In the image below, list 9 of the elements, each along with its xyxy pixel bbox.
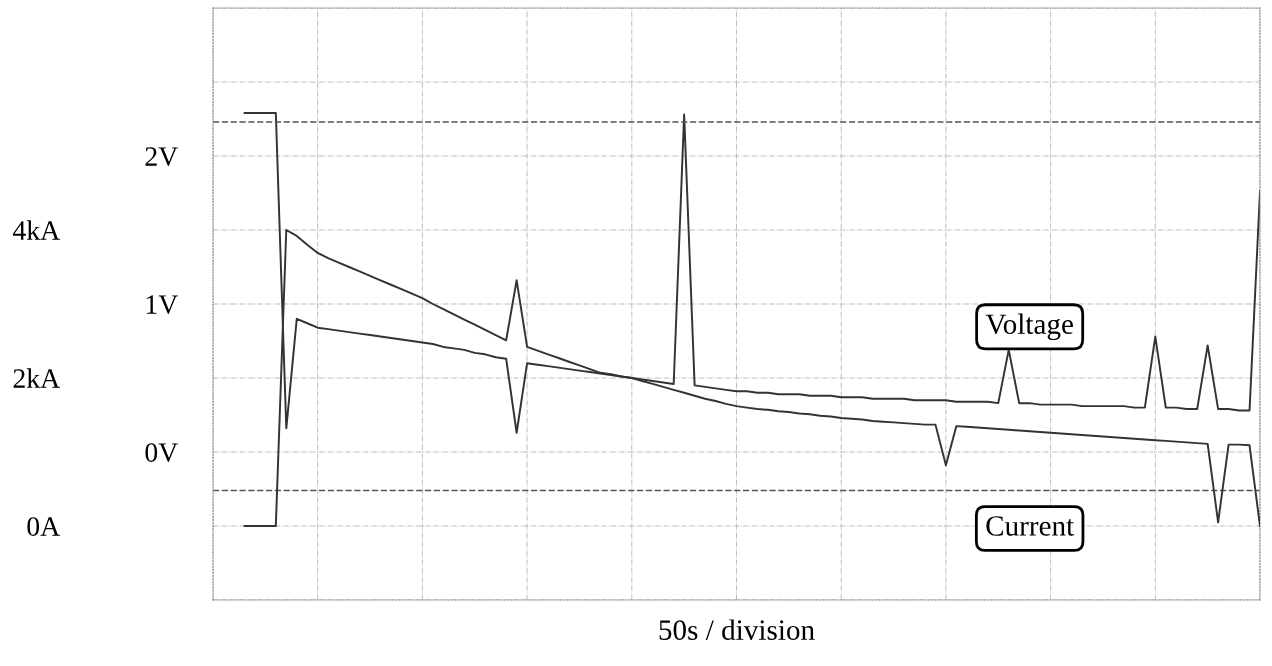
series-label: Voltage xyxy=(985,313,1073,341)
y2-tick-label: 4kA xyxy=(12,220,61,240)
text: Current xyxy=(986,516,1075,536)
y2-tick-label: 2kA xyxy=(13,368,61,388)
y-tick-label: 0V xyxy=(145,443,178,463)
y-tick-label: 2V xyxy=(145,147,178,167)
x-axis-title: 50s / division xyxy=(659,619,815,640)
y2-tick-label: 0A xyxy=(27,517,61,536)
y-tick-label: 1V xyxy=(146,295,178,315)
